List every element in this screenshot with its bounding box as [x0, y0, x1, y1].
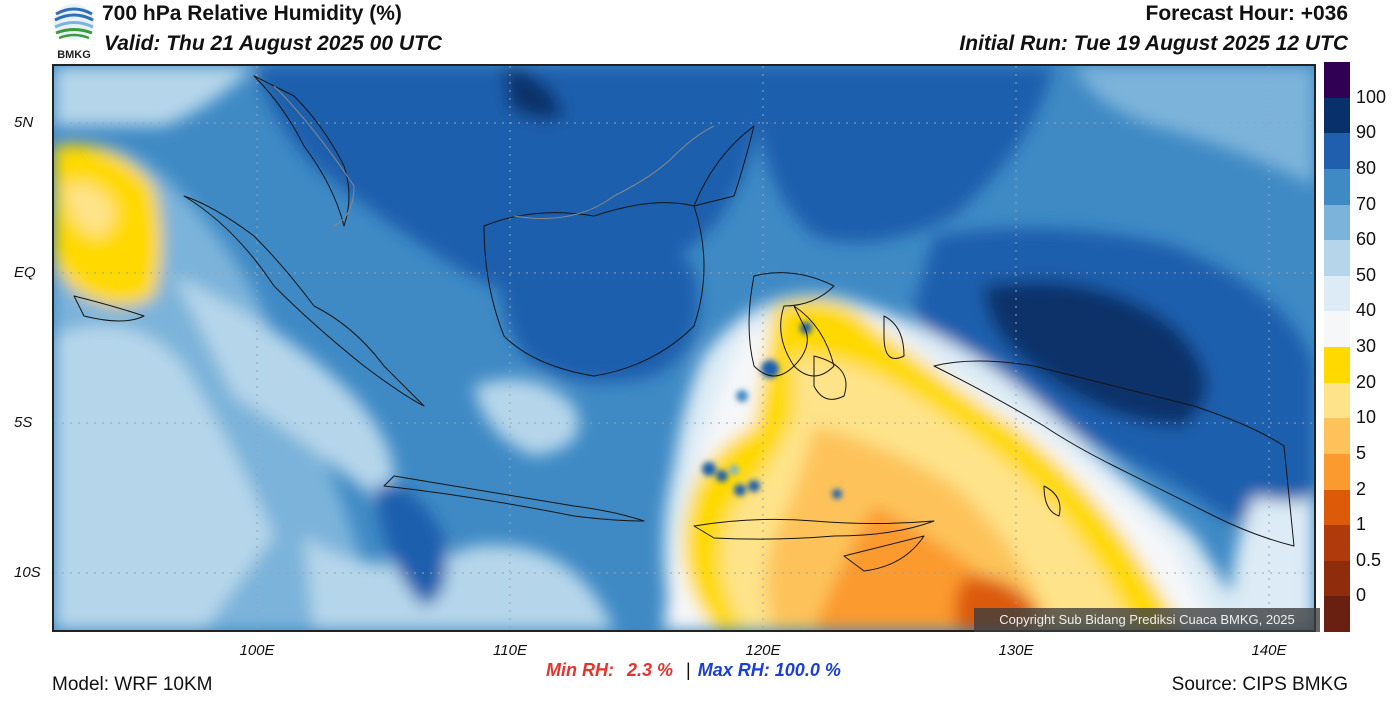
colorbar-label: 0 [1356, 585, 1367, 606]
svg-text:BMKG: BMKG [57, 49, 91, 60]
colorbar-swatch [1324, 240, 1350, 276]
colorbar-label: 10 [1356, 407, 1377, 428]
colorbar-label: 0.5 [1356, 549, 1382, 570]
lat-label-5s: 5S [14, 414, 33, 431]
colorbar-swatch [1324, 347, 1350, 383]
colorbar-label: 90 [1356, 122, 1377, 143]
max-rh-value: 100.0 % [774, 660, 841, 680]
bmkg-logo: BMKG [54, 4, 94, 60]
colorbar-swatch [1324, 453, 1350, 490]
colorbar-swatch [1324, 560, 1350, 597]
colorbar-swatch [1324, 168, 1350, 205]
colorbar-swatch [1324, 489, 1350, 526]
valid-time: Valid: Thu 21 August 2025 00 UTC [104, 32, 443, 55]
colorbar-label: 30 [1356, 336, 1377, 356]
lon-label-110e: 110E [493, 642, 527, 659]
colorbar-label: 5 [1356, 442, 1367, 463]
colorbar-label: 80 [1356, 157, 1377, 178]
colorbar-swatch [1324, 382, 1350, 419]
min-rh-label: Min RH: [546, 660, 614, 680]
lat-label-10s: 10S [14, 564, 41, 581]
colorbar-swatch [1324, 97, 1350, 134]
colorbar-label: 2 [1356, 478, 1367, 499]
min-rh-value: 2.3 % [627, 660, 674, 680]
colorbar-swatch [1324, 418, 1350, 454]
colorbar-label: 60 [1356, 229, 1377, 250]
colorbar-swatch [1324, 275, 1350, 312]
lat-label-eq: EQ [14, 264, 36, 281]
colorbar-swatch [1324, 596, 1350, 632]
colorbar-swatch [1324, 311, 1350, 347]
chart-title: 700 hPa Relative Humidity (%) [102, 2, 402, 25]
colorbar-swatch [1324, 62, 1350, 98]
humidity-map [52, 64, 1316, 632]
model-label: Model: WRF 10KM [52, 674, 213, 695]
initial-run: Initial Run: Tue 19 August 2025 12 UTC [959, 32, 1348, 55]
colorbar-label: 70 [1356, 193, 1377, 214]
copyright-notice: Copyright Sub Bidang Prediksi Cuaca BMKG… [974, 608, 1320, 632]
colorbar-label: 100 [1356, 86, 1387, 107]
lon-label-100e: 100E [239, 642, 275, 659]
lon-label-140e: 140E [1251, 642, 1287, 659]
colorbar-label: 20 [1356, 371, 1377, 392]
lon-label-130e: 130E [998, 642, 1034, 659]
rh-min-max: Min RH: 2.3 % | Max RH: 100.0 % [546, 660, 841, 681]
max-rh-label: Max RH: [697, 660, 770, 680]
colorbar-swatch [1324, 525, 1350, 561]
lon-label-120e: 120E [745, 642, 781, 659]
rh-separator: | [686, 660, 691, 680]
forecast-hour: Forecast Hour: +036 [1145, 2, 1349, 25]
colorbar-label: 1 [1356, 514, 1367, 535]
colorbar-label: 50 [1356, 264, 1377, 285]
source-label: Source: CIPS BMKG [1171, 674, 1348, 695]
colorbar-swatch [1324, 133, 1350, 169]
colorbar-swatch [1324, 204, 1350, 241]
lat-label-5n: 5N [14, 114, 34, 131]
colorbar-label: 40 [1356, 300, 1377, 321]
colorbar [1324, 62, 1350, 632]
